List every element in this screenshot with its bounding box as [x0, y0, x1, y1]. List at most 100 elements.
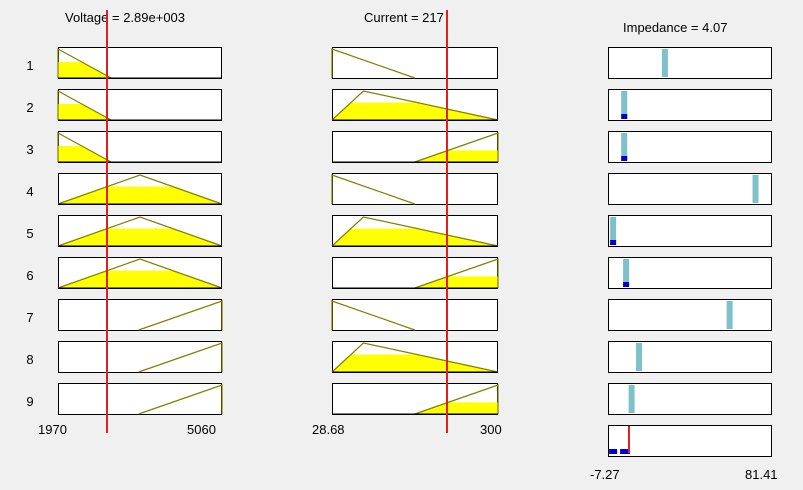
- current-mf-plot: [331, 342, 499, 373]
- impedance-singleton-bar: [628, 385, 635, 413]
- impedance-mf-plot: [621, 91, 628, 119]
- voltage-mf-plot: [57, 131, 222, 163]
- impedance-singleton-bar: [726, 301, 733, 329]
- impedance-rule-panel: [608, 131, 772, 163]
- current-mf-outline: [331, 342, 499, 373]
- current-title: Current = 217: [364, 10, 444, 25]
- voltage-mf-plot: [138, 384, 223, 415]
- impedance-singleton-bar: [623, 259, 630, 287]
- current-rule-panel: [331, 299, 498, 331]
- impedance-rule-panel: [608, 173, 772, 205]
- current-mf-fill: [332, 354, 498, 372]
- voltage-mf-outline: [57, 216, 223, 247]
- impedance-singleton-bar: [621, 133, 628, 161]
- voltage-mf-fill: [58, 62, 112, 78]
- impedance-mf-plot: [610, 217, 617, 245]
- voltage-mf-fill: [58, 186, 222, 204]
- voltage-mf-plot: [57, 174, 223, 205]
- current-mf-plot: [331, 174, 415, 205]
- rule-number: 4: [26, 184, 34, 199]
- current-mf-plot: [332, 258, 499, 289]
- voltage-mf-outline: [138, 342, 223, 373]
- current-rule-panel: [331, 47, 498, 79]
- voltage-mf-outline: [57, 131, 112, 163]
- impedance-mf-plot: [636, 343, 643, 371]
- current-rule-panel: [331, 341, 499, 373]
- voltage-mf-outline: [138, 384, 223, 415]
- voltage-mf-plot: [57, 258, 223, 289]
- impedance-firing-mark: [621, 156, 628, 161]
- current-input-marker[interactable]: [446, 10, 449, 433]
- current-mf-outline: [414, 132, 499, 163]
- voltage-mf-outline: [57, 89, 112, 121]
- current-rule-panel: [332, 257, 499, 289]
- impedance-mf-plot: [621, 133, 628, 161]
- current-mf-plot: [331, 300, 415, 331]
- current-mf-outline: [331, 90, 499, 121]
- voltage-mf-outline: [57, 258, 223, 289]
- current-mf-outline: [331, 300, 415, 331]
- impedance-firing-mark: [623, 282, 630, 287]
- voltage-mf-fill: [58, 228, 222, 246]
- voltage-mf-fill: [58, 146, 112, 162]
- impedance-rule-panel: [608, 257, 772, 289]
- impedance-rule-panel: [608, 341, 772, 373]
- impedance-aggregate-mark: [609, 449, 618, 454]
- voltage-mf-plot: [138, 342, 223, 373]
- current-mf-plot: [331, 48, 415, 79]
- impedance-firing-mark: [621, 114, 628, 119]
- current-mf-fill: [414, 276, 498, 288]
- impedance-aggregate-plot: [609, 426, 631, 454]
- current-rule-panel: [331, 215, 499, 247]
- impedance-mf-plot: [661, 49, 668, 77]
- rule-number: 6: [26, 268, 34, 283]
- current-axis-max: 300: [480, 422, 502, 437]
- rule-number: 7: [26, 310, 34, 325]
- current-mf-fill: [332, 228, 498, 246]
- voltage-mf-fill: [58, 104, 112, 120]
- current-mf-outline: [414, 384, 499, 415]
- voltage-rule-panel: [57, 131, 222, 163]
- voltage-rule-panel: [57, 47, 222, 79]
- voltage-input-marker[interactable]: [105, 10, 108, 433]
- current-rule-panel: [332, 131, 499, 163]
- voltage-rule-panel: [58, 299, 223, 331]
- current-mf-fill: [414, 150, 498, 162]
- impedance-singleton-bar: [636, 343, 643, 371]
- impedance-singleton-bar: [610, 217, 617, 245]
- current-mf-plot: [332, 132, 499, 163]
- impedance-rule-panel: [608, 383, 772, 415]
- current-mf-outline: [331, 174, 415, 205]
- current-mf-plot: [331, 90, 499, 121]
- voltage-mf-plot: [57, 89, 222, 121]
- voltage-mf-outline: [138, 300, 223, 331]
- rule-number: 8: [26, 352, 34, 367]
- rule-number: 9: [26, 394, 34, 409]
- current-rule-panel: [331, 173, 498, 205]
- current-mf-outline: [414, 258, 499, 289]
- voltage-rule-panel: [57, 89, 222, 121]
- voltage-rule-panel: [58, 341, 223, 373]
- impedance-mf-plot: [726, 301, 733, 329]
- impedance-rule-panel: [608, 215, 772, 247]
- voltage-rule-panel: [58, 383, 223, 415]
- impedance-firing-mark: [610, 240, 617, 245]
- voltage-mf-plot: [138, 300, 223, 331]
- impedance-singleton-bar: [661, 49, 668, 77]
- current-mf-outline: [331, 216, 499, 247]
- current-mf-fill: [332, 102, 498, 120]
- voltage-rule-panel: [57, 173, 223, 205]
- current-mf-plot: [331, 216, 499, 247]
- voltage-title: Voltage = 2.89e+003: [65, 10, 186, 25]
- voltage-mf-plot: [57, 216, 223, 247]
- voltage-rule-panel: [57, 257, 223, 289]
- rule-number: 5: [26, 226, 34, 241]
- voltage-mf-outline: [57, 47, 112, 79]
- impedance-mf-plot: [623, 259, 630, 287]
- voltage-mf-outline: [57, 174, 223, 205]
- current-axis-min: 28.68: [312, 422, 345, 437]
- impedance-axis-min: -7.27: [590, 467, 620, 482]
- impedance-mf-plot: [628, 385, 635, 413]
- impedance-title: Impedance = 4.07: [623, 20, 728, 35]
